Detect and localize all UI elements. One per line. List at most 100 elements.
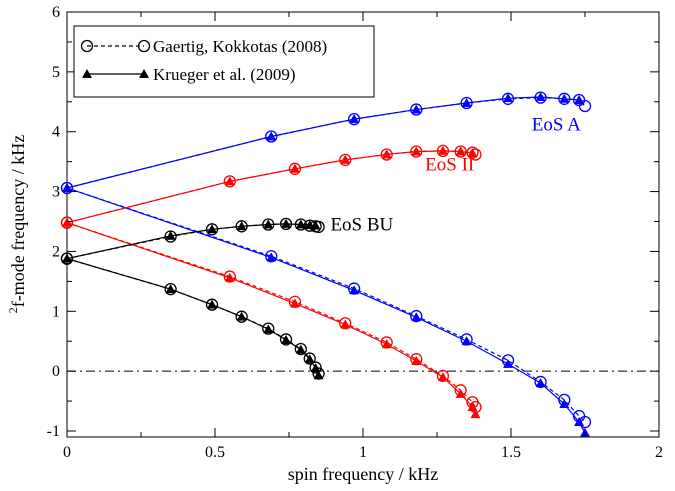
data-point-circle-eos-bu-upper xyxy=(205,223,219,236)
data-point-circle-eos-a-lower xyxy=(534,375,547,389)
legend-marker-triangle xyxy=(81,68,93,78)
data-point-triangle-eos-a-upper xyxy=(411,104,422,114)
data-point-circle-eos-ii-lower xyxy=(380,336,393,349)
y-tick-label: 2 xyxy=(52,243,60,260)
data-point-circle-eos-ii-upper xyxy=(469,148,482,161)
annotation-eos-ii: EoS II xyxy=(425,155,474,176)
data-point-triangle-eos-a-upper xyxy=(461,97,472,107)
data-point-circle-eos-ii-lower xyxy=(436,369,450,383)
data-point-triangle-eos-bu-upper xyxy=(236,221,247,231)
data-point-triangle-eos-ii-lower xyxy=(61,217,73,227)
data-point-circle-eos-a-lower xyxy=(558,393,571,407)
data-point-triangle-eos-ii-upper xyxy=(224,176,235,186)
legend-marker-triangle xyxy=(138,68,150,78)
data-point-circle-eos-ii-upper xyxy=(436,144,450,158)
data-point-circle-eos-bu-upper xyxy=(235,220,248,233)
data-point-triangle-eos-bu-lower xyxy=(207,299,218,309)
y-tick-label: 0 xyxy=(52,363,60,380)
data-point-circle-eos-a-lower xyxy=(265,250,278,263)
series-eos-bu-lower xyxy=(60,252,325,380)
data-point-circle-eos-a-upper xyxy=(501,92,515,105)
data-point-circle-eos-ii-lower xyxy=(60,216,74,229)
data-point-triangle-eos-a-upper xyxy=(503,93,514,103)
series-line-gaertig-eos-a-upper xyxy=(66,96,586,189)
data-point-triangle-eos-a-upper xyxy=(349,114,360,124)
annotation-eos-a: EoS A xyxy=(532,115,581,136)
series-line-gaertig-eos-a-lower xyxy=(66,187,586,423)
data-point-triangle-eos-bu-lower xyxy=(236,311,247,321)
data-point-circle-eos-a-upper xyxy=(265,130,278,143)
data-point-circle-eos-bu-lower xyxy=(303,352,316,365)
series-eos-a-upper xyxy=(60,91,592,195)
data-point-triangle-eos-bu-lower xyxy=(295,344,306,354)
series-line-gaertig-eos-ii-lower xyxy=(66,222,476,408)
y-tick-label: -1 xyxy=(47,423,60,440)
data-point-circle-eos-bu-lower xyxy=(235,310,248,323)
legend-marker-circle xyxy=(137,39,151,53)
data-point-circle-eos-bu-lower xyxy=(164,282,177,296)
data-point-circle-eos-a-upper xyxy=(558,92,571,105)
data-point-triangle-eos-bu-upper xyxy=(281,218,292,228)
data-point-triangle-eos-a-upper xyxy=(535,91,546,101)
data-point-triangle-eos-bu-lower xyxy=(304,354,315,364)
data-point-circle-eos-ii-upper xyxy=(223,175,236,188)
x-tick-label: 1 xyxy=(359,444,367,461)
data-point-circle-eos-ii-lower xyxy=(469,400,482,414)
x-tick-label: 2 xyxy=(655,444,663,461)
data-point-circle-eos-bu-upper xyxy=(294,218,307,231)
data-point-circle-eos-a-upper xyxy=(534,91,547,104)
y-tick-label: 5 xyxy=(52,64,60,81)
annotation-eos-bu: EoS BU xyxy=(330,214,393,235)
legend-marks xyxy=(80,39,151,78)
data-point-circle-eos-ii-lower xyxy=(288,295,302,308)
y-axis-title-superscript: 2 xyxy=(6,307,20,313)
legend: Gaertig, Kokkotas (2008) Krueger et al. … xyxy=(73,25,375,98)
series-line-krueger-eos-ii-lower xyxy=(66,222,477,415)
data-point-circle-eos-ii-upper xyxy=(466,146,479,159)
data-point-triangle-eos-a-upper xyxy=(266,131,277,141)
data-point-circle-eos-ii-upper xyxy=(410,145,423,158)
data-point-circle-eos-a-lower xyxy=(460,333,473,346)
data-point-circle-eos-ii-lower xyxy=(339,317,352,330)
data-point-circle-eos-a-lower xyxy=(347,282,361,295)
series-line-krueger-eos-a-lower xyxy=(66,187,586,434)
data-point-triangle-eos-bu-upper xyxy=(263,219,274,229)
y-tick-label: 3 xyxy=(52,184,60,201)
y-tick-label: 1 xyxy=(52,303,60,320)
data-point-circle-eos-bu-upper xyxy=(262,218,275,231)
data-point-circle-eos-bu-lower xyxy=(262,322,275,335)
data-point-triangle-eos-ii-upper xyxy=(381,149,392,159)
legend-label-gaertig: Gaertig, Kokkotas (2008) xyxy=(153,37,327,56)
legend-marker-circle xyxy=(80,39,94,53)
data-point-circle-eos-a-lower xyxy=(60,181,74,195)
data-point-circle-eos-bu-upper xyxy=(303,219,316,232)
data-point-triangle-eos-bu-lower xyxy=(263,324,274,334)
data-point-triangle-eos-bu-lower xyxy=(165,284,176,294)
y-tick-label: 4 xyxy=(52,124,60,141)
y-axis-title: 2f-mode frequency / kHz xyxy=(6,135,28,313)
series-eos-ii-upper xyxy=(60,144,482,229)
legend-box xyxy=(73,25,375,98)
data-point-triangle-eos-ii-upper xyxy=(340,154,351,164)
data-point-circle-eos-bu-lower xyxy=(279,333,293,346)
series-eos-ii-lower xyxy=(60,216,482,419)
legend-label-krueger: Krueger et al. (2009) xyxy=(153,65,296,84)
data-point-circle-eos-ii-upper xyxy=(454,145,467,158)
data-point-circle-eos-bu-lower xyxy=(205,298,219,311)
y-tick-label: 6 xyxy=(52,4,60,21)
data-point-circle-eos-a-upper xyxy=(460,96,473,110)
data-point-triangle-eos-bu-upper xyxy=(165,230,176,240)
data-point-circle-eos-ii-upper xyxy=(339,153,352,167)
data-point-triangle-eos-ii-upper xyxy=(289,163,300,173)
x-axis-title: spin frequency / kHz xyxy=(288,464,438,484)
data-point-circle-eos-ii-upper xyxy=(288,162,302,175)
data-point-circle-eos-a-lower xyxy=(578,415,592,429)
data-point-circle-eos-ii-lower xyxy=(223,270,236,283)
data-point-circle-eos-ii-upper xyxy=(380,148,393,161)
data-point-triangle-eos-bu-upper xyxy=(207,224,218,234)
data-point-triangle-eos-bu-lower xyxy=(281,334,292,344)
y-axis-title-text: f-mode frequency / kHz xyxy=(8,135,28,307)
x-tick-label: 0 xyxy=(63,444,71,461)
data-point-circle-eos-ii-lower xyxy=(410,353,423,366)
